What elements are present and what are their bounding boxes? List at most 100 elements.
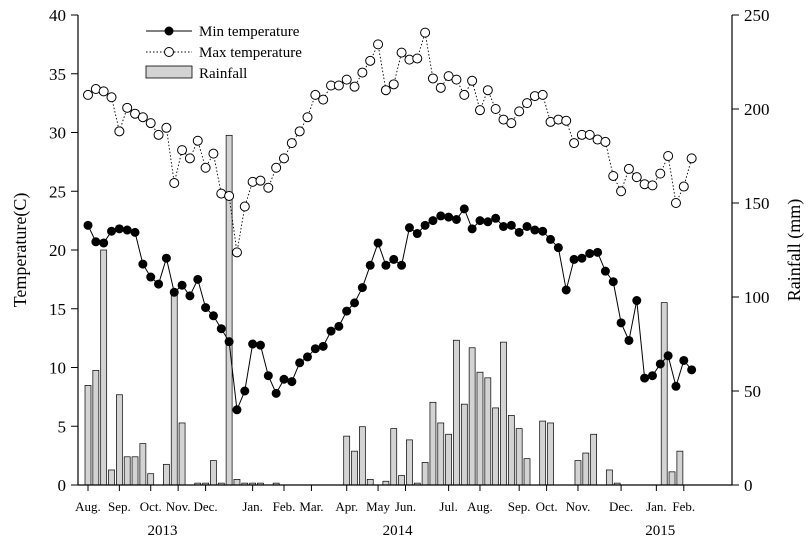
rainfall-bar	[398, 475, 405, 486]
min-temperature-point	[687, 365, 697, 375]
min-temperature-point	[467, 224, 477, 234]
right-tick-label: 100	[744, 288, 770, 307]
max-temperature-point	[655, 168, 666, 179]
left-tick-label: 15	[49, 300, 66, 319]
rainfall-bar	[131, 456, 139, 486]
left-tick-label: 5	[58, 417, 67, 436]
max-temperature-point	[482, 85, 493, 96]
month-label: Jul.	[439, 499, 457, 514]
min-temperature-point	[483, 217, 493, 227]
max-temperature-point	[412, 53, 423, 64]
rainfall-bar	[351, 450, 358, 486]
right-tick-label: 250	[744, 6, 770, 25]
max-temperature-point	[278, 153, 289, 164]
max-temperature-point	[83, 89, 93, 100]
rainfall-bar	[84, 385, 92, 486]
max-temperature-point	[537, 89, 548, 100]
rainfall-bar	[590, 433, 597, 486]
max-temperature-point	[623, 163, 634, 174]
min-temperature-point	[538, 226, 548, 236]
min-temperature-point	[593, 247, 603, 257]
rainfall-bar	[676, 450, 684, 486]
max-temperature-point	[467, 75, 478, 86]
min-temperature-point	[201, 303, 211, 313]
min-temperature-point	[655, 359, 665, 369]
min-temperature-point	[208, 311, 218, 321]
min-temperature-point	[530, 225, 540, 235]
legend-max-marker	[164, 47, 174, 57]
min-temperature-point	[193, 274, 203, 284]
max-temperature-point	[474, 105, 485, 116]
max-temperature-point	[427, 73, 438, 84]
max-temperature-point	[224, 190, 235, 201]
month-label: Mar.	[299, 499, 323, 514]
rainfall-bar	[233, 479, 241, 486]
max-temperature-point	[584, 129, 595, 140]
min-temperature-series	[83, 204, 697, 415]
min-temperature-point	[404, 223, 414, 233]
rainfall-bar	[390, 428, 398, 486]
month-label: Oct.	[536, 499, 558, 514]
max-temperature-point	[459, 89, 470, 100]
min-temperature-point	[357, 283, 367, 293]
left-tick-label: 35	[49, 65, 66, 84]
max-temperature-point	[184, 153, 195, 164]
rainfall-bar	[100, 249, 108, 486]
max-temperature-point	[294, 126, 305, 137]
right-axis-title: Rainfall (mm)	[784, 199, 805, 301]
max-temperature-point	[600, 136, 611, 147]
max-temperature-point	[569, 138, 580, 149]
max-temperature-point	[169, 178, 180, 189]
min-temperature-point	[546, 234, 556, 244]
min-temperature-point	[624, 335, 634, 345]
rainfall-bar	[605, 469, 613, 486]
year-label: 2013	[147, 523, 177, 539]
left-tick-label: 40	[49, 6, 66, 25]
max-temperature-point	[208, 148, 219, 159]
min-temperature-point	[224, 337, 234, 347]
max-temperature-point	[114, 126, 125, 137]
min-temperature-point	[350, 298, 360, 308]
rainfall-bar	[178, 422, 186, 486]
min-temperature-point	[475, 216, 485, 226]
rainfall-bar	[574, 460, 582, 486]
max-temperature-point	[341, 74, 352, 85]
rainfall-bar	[108, 469, 115, 486]
left-tick-label: 30	[49, 124, 66, 143]
max-temperature-point	[616, 186, 627, 197]
rainfall-bar	[92, 369, 100, 486]
rainfall-bar	[406, 439, 413, 486]
max-temperature-point	[263, 182, 274, 193]
max-temperature-point	[388, 79, 399, 90]
max-temperature-point	[286, 138, 297, 149]
min-temperature-point	[99, 238, 109, 248]
min-temperature-point	[608, 277, 618, 287]
right-axis-ticks: 0 50 100 150 200 250	[732, 6, 770, 495]
month-label: Sep.	[108, 499, 131, 514]
month-label: Jun.	[395, 499, 416, 514]
rainfall-bar	[468, 347, 476, 486]
min-temperature-point	[318, 341, 328, 351]
rainfall-bar	[163, 463, 170, 486]
month-label: Aug.	[467, 499, 493, 514]
min-temperature-point	[671, 381, 681, 391]
max-temperature-series	[83, 27, 697, 258]
max-temperature-point	[137, 112, 148, 123]
min-temperature-point	[389, 254, 399, 264]
rainfall-bar	[668, 471, 676, 486]
right-tick-label: 200	[744, 100, 770, 119]
year-label: 2014	[383, 523, 414, 539]
min-temperature-point	[310, 344, 320, 354]
min-temperature-point	[412, 229, 422, 239]
max-temperature-point	[271, 162, 282, 173]
min-temperature-point	[107, 226, 117, 236]
rainfall-bar	[484, 377, 492, 486]
rainfall-bar	[476, 371, 484, 486]
max-temperature-point	[106, 92, 117, 103]
min-temperature-point	[679, 355, 689, 365]
max-temperature-point	[310, 89, 321, 100]
min-temperature-point	[154, 279, 164, 289]
min-temperature-point	[569, 254, 579, 264]
min-temperature-point	[271, 388, 281, 398]
max-temperature-point	[490, 104, 501, 114]
